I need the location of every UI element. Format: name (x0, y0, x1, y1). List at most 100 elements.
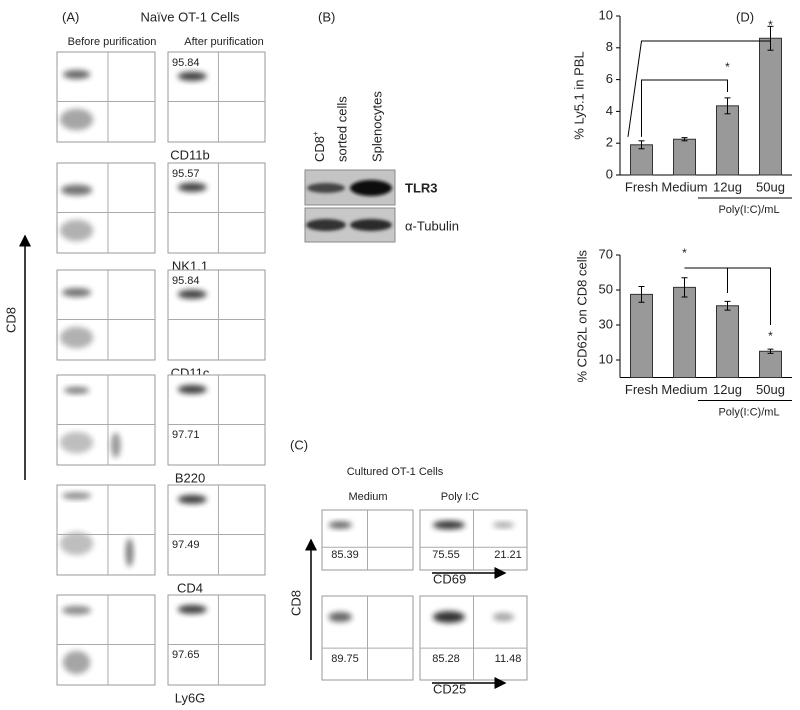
cell-cluster (60, 184, 93, 196)
axis-label: CD25 (433, 681, 466, 696)
y-tick-label: 6 (606, 71, 613, 86)
marker-label: CD4 (177, 580, 203, 595)
y-tick-label: 30 (599, 316, 613, 331)
plot-frame (56, 484, 156, 576)
x-tick-label: 12ug (713, 382, 742, 397)
flow-plot (167, 269, 266, 361)
flow-plot (419, 595, 528, 681)
bar (716, 105, 739, 176)
cell-cluster (59, 219, 94, 242)
cell-cluster (59, 108, 94, 131)
y-tick-label: 0 (606, 166, 613, 181)
x-tick-label: 50ug (756, 179, 785, 194)
cell-cluster (432, 611, 465, 623)
error-bar (638, 286, 645, 303)
y-tick-label: 50 (599, 281, 613, 296)
flow-plot (56, 594, 156, 686)
panel-label: (A) (62, 9, 79, 24)
cell-cluster (492, 522, 515, 528)
cell-cluster (177, 182, 207, 192)
error-bar (638, 140, 645, 150)
flow-plot (167, 162, 266, 254)
x-tick-label: 50ug (756, 382, 785, 397)
marker-label: B220 (175, 470, 205, 485)
panel-label: (D) (736, 9, 754, 24)
column-header: Before purification (68, 36, 157, 48)
axis-label: CD69 (433, 571, 466, 586)
band-label: α-Tubulin (405, 218, 459, 233)
flow-plot (56, 51, 156, 143)
cell-cluster (177, 604, 207, 614)
percent-label: 89.75 (331, 653, 359, 665)
bar (716, 305, 739, 378)
percent-label: 85.28 (432, 653, 460, 665)
group-label: Poly(I:C)/mL (718, 204, 779, 216)
marker-label: Ly6G (175, 690, 206, 705)
percent-label: 97.71 (172, 429, 200, 441)
error-bar (724, 300, 731, 311)
panel-title: Naïve OT-1 Cells (141, 9, 240, 24)
percent-label: 21.21 (494, 549, 522, 561)
percent-label: 97.49 (172, 539, 200, 551)
panel-title: Cultured OT-1 Cells (347, 466, 444, 478)
cell-cluster (63, 386, 90, 394)
error-bar (681, 137, 688, 142)
flow-plot (167, 594, 266, 686)
cell-cluster (328, 611, 353, 623)
annotation: * (725, 60, 730, 74)
cell-cluster (177, 494, 207, 504)
panel-label: (B) (318, 9, 335, 24)
flow-plot (56, 374, 156, 466)
cell-cluster (492, 612, 515, 622)
lane-label: CD8+ (311, 131, 327, 162)
column-header: After purification (184, 36, 263, 48)
bar (630, 293, 653, 378)
group-label: Poly(I:C)/mL (718, 406, 779, 418)
flow-plot (167, 51, 266, 143)
percent-label: 95.84 (172, 275, 200, 287)
cell-cluster (61, 492, 92, 500)
percent-label: 75.55 (432, 549, 460, 561)
flow-plot (321, 595, 414, 681)
annotation: * (682, 246, 687, 260)
annotation: * (768, 18, 773, 32)
cell-cluster (61, 605, 92, 615)
bar (759, 37, 782, 176)
flow-plot (56, 484, 156, 576)
percent-label: 95.57 (172, 168, 200, 180)
cell-cluster (177, 71, 207, 81)
flow-plot (56, 269, 156, 361)
x-tick-label: Fresh (625, 179, 658, 194)
plot-frame (167, 51, 266, 143)
cell-cluster (62, 70, 91, 79)
cell-cluster (177, 289, 207, 299)
plot-frame (167, 162, 266, 254)
x-tick-label: Fresh (625, 382, 658, 397)
y-tick-label: 8 (606, 39, 613, 54)
y-tick-label: 70 (599, 246, 613, 261)
y-tick-label: 10 (599, 351, 613, 366)
lane-label: sorted cells (334, 96, 349, 162)
flow-plot (419, 509, 528, 571)
x-tick-label: Medium (661, 179, 707, 194)
significance-bracket (627, 30, 771, 137)
axis-label: CD8 (3, 307, 18, 333)
error-bar (681, 277, 688, 298)
flow-plot (321, 509, 414, 571)
column-header: Poly I:C (441, 491, 480, 503)
y-axis-label: % Ly5.1 in PBL (571, 51, 586, 139)
cell-cluster (62, 650, 91, 675)
y-tick-label: 10 (599, 7, 613, 22)
x-tick-label: 12ug (713, 179, 742, 194)
band-label: TLR3 (405, 180, 438, 195)
y-tick-label: 2 (606, 135, 613, 150)
lane-label: Splenocytes (369, 91, 384, 162)
plot-frame (167, 269, 266, 361)
blot (304, 169, 396, 243)
percent-label: 95.84 (172, 57, 200, 69)
percent-label: 97.65 (172, 649, 200, 661)
panel-label: (C) (290, 437, 308, 452)
y-tick-label: 4 (606, 103, 613, 118)
column-header: Medium (348, 491, 387, 503)
